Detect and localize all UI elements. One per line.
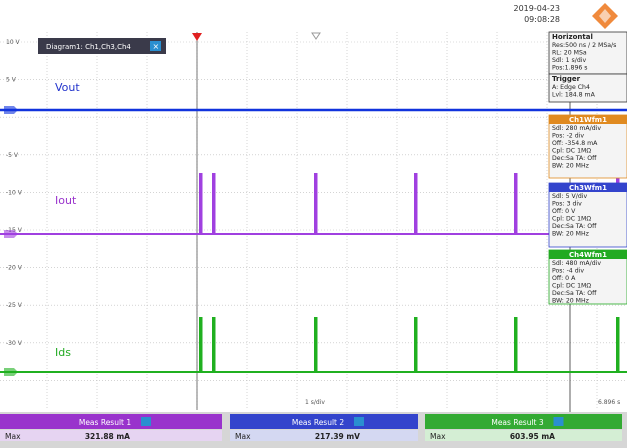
- panel-line: Cpl: DC 1MΩ: [552, 283, 591, 290]
- panel-title: Ch1Wfm1: [569, 116, 607, 124]
- panel-line: Off: 0 V: [552, 208, 576, 215]
- meas-value: 321.88 mA: [85, 432, 130, 441]
- trace-label: Vout: [55, 81, 80, 94]
- panel-line: RL: 20 MSa: [552, 50, 587, 57]
- panel-line: BW: 20 MHz: [552, 231, 589, 238]
- position-marker: [311, 32, 321, 40]
- trace-label: Iout: [55, 194, 77, 207]
- panel-line: BW: 20 MHz: [552, 163, 589, 170]
- panel-line: Off: 0 A: [552, 275, 576, 282]
- panel: [548, 31, 627, 75]
- trigger-marker: [192, 33, 202, 41]
- y-axis-label: 5 V: [6, 77, 17, 84]
- date: 2019-04-23: [514, 4, 561, 13]
- panel-line: Pos: -2 div: [552, 133, 584, 140]
- tab-close[interactable]: [354, 417, 364, 426]
- panel: [548, 182, 627, 248]
- time-end: 6.896 s: [598, 399, 620, 406]
- panel-line: Sdl: 1 s/div: [552, 57, 586, 64]
- tab-close[interactable]: [141, 417, 151, 426]
- panel-line: Sdl: 480 mA/div: [552, 260, 601, 267]
- panel-line: Sdl: 5 V/div: [552, 193, 587, 200]
- diagram-tab[interactable]: [38, 38, 166, 54]
- panel-line: Off: -354.8 mA: [552, 140, 598, 147]
- panel-line: Cpl: DC 1MΩ: [552, 148, 591, 155]
- panel-header: [549, 115, 627, 124]
- meas-tab[interactable]: [230, 414, 418, 429]
- tab-close-icon: ×: [153, 42, 160, 51]
- panel-line: Lvl: 184.8 mA: [552, 92, 596, 99]
- meas-label: Max: [235, 432, 251, 441]
- panel: [548, 73, 627, 103]
- ground-marker: [4, 106, 18, 114]
- logo-inner: [599, 9, 611, 23]
- meas-title: Meas Result 1: [79, 418, 132, 427]
- meas-tab[interactable]: [425, 414, 622, 429]
- y-axis-label: -20 V: [6, 265, 23, 272]
- diagram-tab-label: Diagram1: Ch1,Ch3,Ch4: [46, 43, 131, 51]
- meas-row: [230, 430, 418, 441]
- panel-line: Sdl: 280 mA/div: [552, 125, 601, 132]
- waveforms: [0, 106, 627, 376]
- panel-line: Pos:1.896 s: [552, 65, 588, 72]
- panel-title: Ch3Wfm1: [569, 184, 607, 192]
- panel-line: Res:500 ns / 2 MSa/s: [552, 42, 616, 49]
- panel-line: Pos: -4 div: [552, 268, 584, 275]
- meas-label: Max: [430, 432, 446, 441]
- trace-label: Ids: [55, 346, 71, 359]
- measurement-bar: Meas Result 1 Max 321.88 mA Meas Result 2 Ma…: [0, 412, 627, 448]
- waveform: [0, 317, 627, 373]
- panel-line: Pos: 3 div: [552, 201, 582, 208]
- meas-row: [0, 430, 222, 441]
- y-axis-label: 10 V: [6, 39, 21, 46]
- panel-title: Horizontal: [552, 33, 593, 41]
- timebase: 1 s/div: [305, 399, 325, 406]
- meas-value: 603.95 mA: [510, 432, 555, 441]
- panel-title: Ch4Wfm1: [569, 251, 607, 259]
- meas-title: Meas Result 3: [491, 418, 544, 427]
- time: 09:08:28: [524, 15, 560, 24]
- y-axis-label: -25 V: [6, 302, 23, 309]
- panel-line: Dec:Sa TA: Off: [552, 223, 597, 230]
- panel-line: Cpl: DC 1MΩ: [552, 216, 591, 223]
- meas-row: [425, 430, 622, 441]
- meas-label: Max: [5, 432, 21, 441]
- panel-line: A: Edge Ch4: [552, 84, 590, 91]
- meas-value: 217.39 mV: [315, 432, 360, 441]
- meas-tab[interactable]: [0, 414, 222, 429]
- y-axis-label: -10 V: [6, 189, 23, 196]
- tab-close[interactable]: [150, 41, 161, 51]
- meas-title: Meas Result 2: [292, 418, 345, 427]
- panel-line: Dec:Sa TA: Off: [552, 155, 597, 162]
- y-axis-label: -30 V: [6, 340, 23, 347]
- panel-line: Dec:Sa TA: Off: [552, 290, 597, 297]
- panel-line: BW: 20 MHz: [552, 298, 589, 305]
- panel-title: Trigger: [552, 75, 581, 83]
- panel-header: [549, 183, 627, 192]
- ground-marker: [4, 368, 18, 376]
- ground-marker: [4, 230, 18, 238]
- panel-header: [549, 250, 627, 259]
- tab-close[interactable]: [553, 417, 564, 426]
- y-axis-label: -5 V: [6, 152, 19, 159]
